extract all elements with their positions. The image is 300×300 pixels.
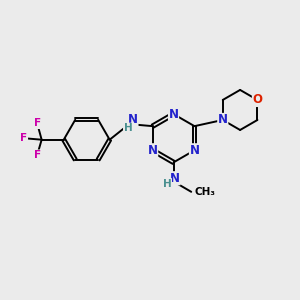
Text: N: N <box>148 144 158 157</box>
Text: N: N <box>169 108 178 121</box>
Text: N: N <box>218 113 228 127</box>
Text: F: F <box>34 150 41 160</box>
Text: H: H <box>124 123 132 133</box>
Text: F: F <box>20 133 28 143</box>
Text: N: N <box>128 113 138 126</box>
Text: H: H <box>163 178 172 189</box>
Text: N: N <box>190 144 200 157</box>
Text: N: N <box>170 172 180 185</box>
Text: F: F <box>34 118 41 128</box>
Text: CH₃: CH₃ <box>195 187 216 197</box>
Text: O: O <box>252 93 262 106</box>
